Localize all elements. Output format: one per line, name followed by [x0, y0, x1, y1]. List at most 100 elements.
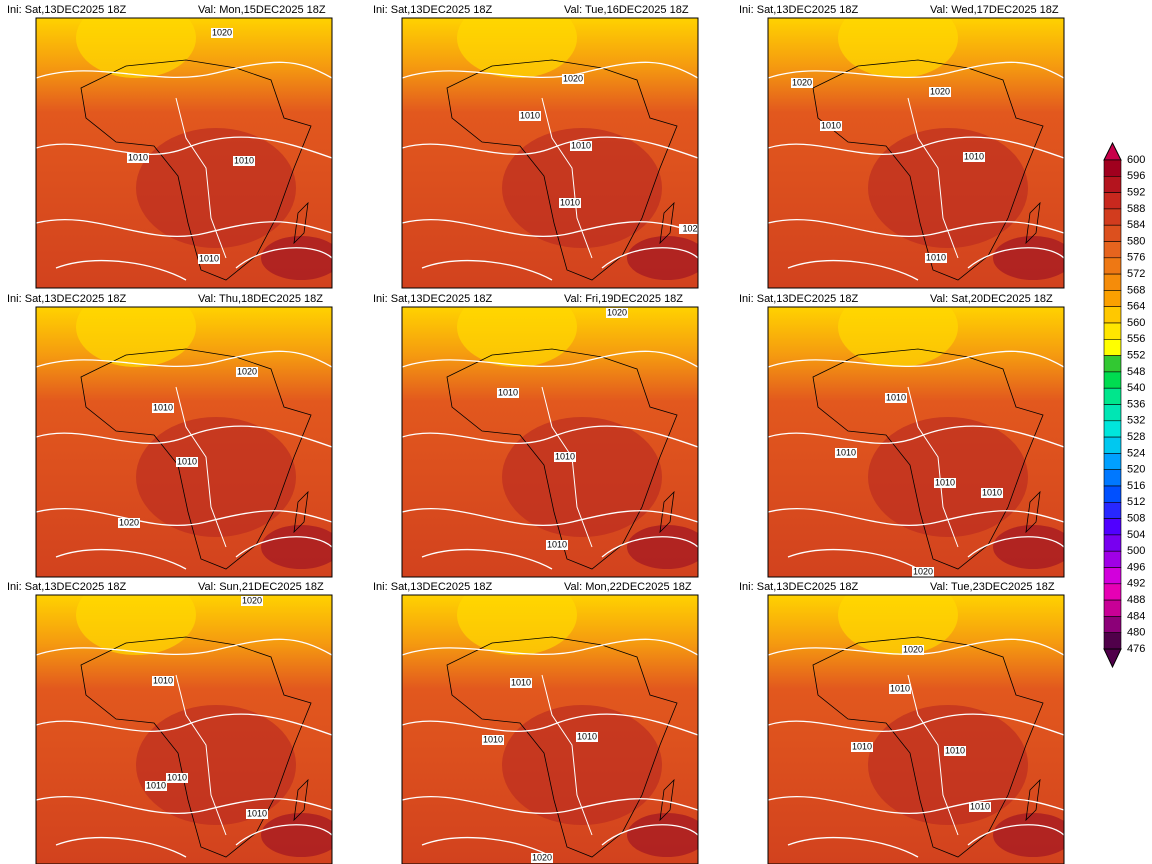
colorbar-box: [1103, 501, 1122, 519]
colorbar-label: 512: [1127, 496, 1145, 508]
contour-label: 1010: [926, 252, 946, 262]
contour-label-bg: [912, 567, 934, 577]
valid-time: Val: Tue,16DEC2025 18Z: [564, 4, 689, 16]
isobar: [36, 218, 332, 238]
contour-label-bg: [546, 540, 568, 550]
contour-label: 1010: [836, 447, 856, 457]
colorbar-label: 576: [1127, 252, 1145, 264]
contour-label: 1010: [964, 151, 984, 161]
map-panel: [768, 18, 1064, 288]
isobar: [967, 824, 1064, 846]
contour-label: 1010: [970, 801, 990, 811]
contour-label: 1010: [821, 120, 841, 130]
contour-label-bg: [851, 742, 873, 752]
contour-label-bg: [981, 488, 1003, 498]
isobar: [402, 61, 698, 79]
isobar: [787, 837, 919, 858]
contour-label: 1020: [212, 27, 232, 37]
init-time: Ini: Sat,13DEC2025 18Z: [7, 4, 127, 16]
contour-label: 1020: [930, 86, 950, 96]
outline: [402, 348, 698, 570]
contour-label: 1010: [560, 197, 580, 207]
init-time: Ini: Sat,13DEC2025 18Z: [739, 581, 859, 593]
isobar: [402, 136, 698, 159]
warm-core: [868, 128, 1028, 248]
isobar: [175, 97, 227, 259]
colorbar-label: 540: [1127, 382, 1145, 394]
isobar: [421, 260, 553, 281]
colorbar-box: [1103, 616, 1122, 634]
contour-label-bg: [531, 853, 553, 863]
isobar: [175, 386, 227, 548]
contour-label: 1010: [577, 731, 597, 741]
contour-label-bg: [562, 74, 584, 84]
contour-label: 1010: [511, 677, 531, 687]
colorbar-label: 524: [1127, 447, 1145, 459]
isobar: [541, 97, 593, 259]
colorbar-box: [1103, 338, 1122, 356]
panel-frame: [35, 594, 333, 864]
colorbar-box: [1103, 306, 1122, 324]
contour-label: 1010: [982, 487, 1002, 497]
colorbar-arrow-top: [1103, 141, 1122, 161]
panel-frame: [767, 306, 1065, 578]
contour-label-bg: [118, 518, 140, 528]
contour-label: 1020: [237, 366, 257, 376]
coastline: [446, 636, 678, 858]
colorbar-box: [1103, 583, 1122, 601]
isobar: [36, 61, 332, 79]
warm-core: [868, 705, 1028, 825]
contour-label: 1020: [913, 566, 933, 576]
panel-frame: [767, 594, 1065, 864]
contour-label: 1010: [555, 451, 575, 461]
colorbar-box: [1103, 241, 1122, 259]
isobar: [36, 425, 332, 448]
colorbar-label: 536: [1127, 398, 1145, 410]
contour-label-bg: [510, 678, 532, 688]
colorbar-box: [1103, 567, 1122, 585]
south-high: [261, 236, 332, 280]
contour-label: 1010: [945, 745, 965, 755]
outline: [36, 59, 332, 281]
isobar: [768, 795, 1064, 815]
contour-label-bg: [519, 111, 541, 121]
contour-label: 1010: [498, 387, 518, 397]
isobar: [768, 218, 1064, 238]
panel-frame: [35, 17, 333, 289]
coastline: [812, 348, 1044, 570]
contour-label: 1010: [234, 155, 254, 165]
contour-label: 1020: [119, 517, 139, 527]
valid-time: Val: Mon,15DEC2025 18Z: [198, 4, 326, 16]
south-high: [261, 525, 332, 569]
isobar: [402, 507, 698, 527]
colorbar-box: [1103, 208, 1122, 226]
contour-label-bg: [679, 224, 701, 234]
contour-label: 1010: [128, 152, 148, 162]
outline: [768, 59, 1064, 281]
init-time: Ini: Sat,13DEC2025 18Z: [373, 293, 493, 305]
colorbar-box: [1103, 518, 1122, 536]
valid-time: Val: Thu,18DEC2025 18Z: [198, 293, 323, 305]
contour-label: 1020: [242, 595, 262, 605]
warm-core: [136, 128, 296, 248]
isobar: [787, 260, 919, 281]
high-band: [838, 307, 958, 367]
map-panel: [36, 595, 332, 864]
init-time: Ini: Sat,13DEC2025 18Z: [739, 4, 859, 16]
high-band: [457, 18, 577, 78]
isobar: [601, 824, 698, 846]
isobar: [768, 61, 1064, 79]
contour-label-bg: [885, 393, 907, 403]
high-band: [457, 307, 577, 367]
colorbar-label: 480: [1127, 627, 1145, 639]
high-band: [838, 18, 958, 78]
contour-label-bg: [152, 403, 174, 413]
colorbar-label: 588: [1127, 203, 1145, 215]
colorbar-box: [1103, 599, 1122, 617]
isobar: [36, 638, 332, 656]
colorbar-label: 520: [1127, 464, 1145, 476]
madagascar: [659, 778, 675, 822]
contour-label-bg: [145, 781, 167, 791]
isobar: [402, 350, 698, 368]
